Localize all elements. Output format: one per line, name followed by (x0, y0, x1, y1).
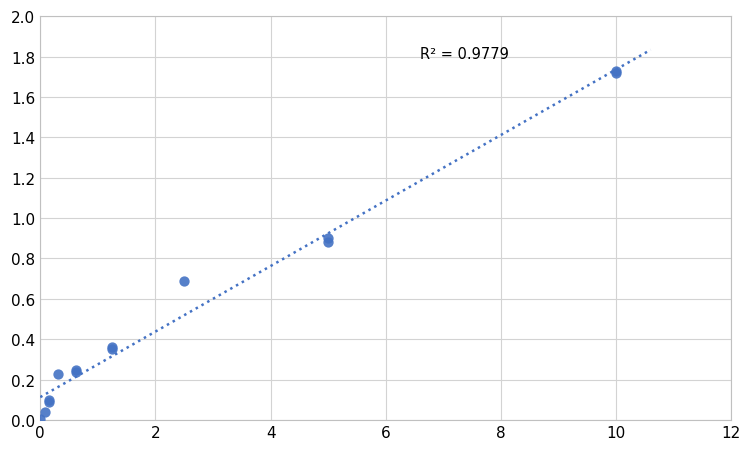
Point (38, 409, 50, 416)
Point (610, 70, 622, 77)
Point (322, 239, 334, 246)
Text: R² = 0.9779: R² = 0.9779 (420, 47, 509, 62)
Point (106, 346, 118, 353)
Point (178, 277, 190, 285)
Point (52, 370, 64, 377)
Point (106, 344, 118, 351)
Point (34, 416, 46, 423)
Point (70, 366, 82, 373)
Point (322, 235, 334, 242)
Point (610, 68, 622, 75)
Point (70, 368, 82, 375)
Point (43, 396, 55, 404)
Point (43, 398, 55, 405)
